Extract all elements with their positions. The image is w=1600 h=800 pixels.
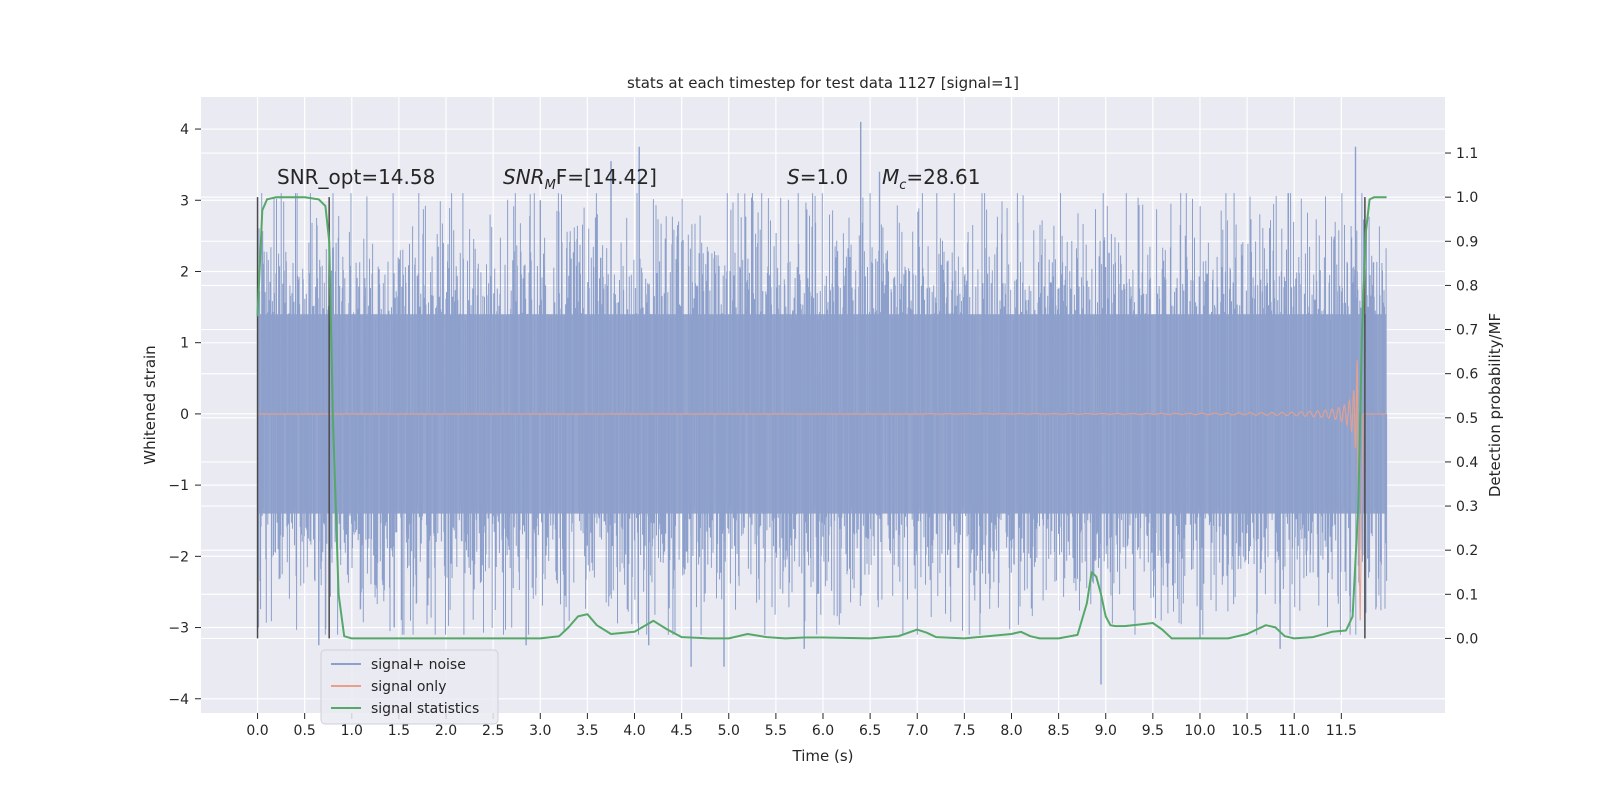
y2-tick-label: 0.8 bbox=[1456, 278, 1478, 294]
y-tick-label: 4 bbox=[180, 122, 189, 138]
x-axis-label: Time (s) bbox=[792, 747, 854, 765]
y2-tick-label: 0.3 bbox=[1456, 499, 1478, 515]
x-tick-label: 8.0 bbox=[1000, 723, 1022, 739]
y-tick-label: −4 bbox=[168, 692, 189, 708]
x-tick-label: 1.5 bbox=[388, 723, 410, 739]
x-tick-label: 4.5 bbox=[671, 723, 693, 739]
x-tick-label: 3.0 bbox=[529, 723, 551, 739]
legend-label: signal+ noise bbox=[371, 657, 466, 673]
y-tick-label: 2 bbox=[180, 264, 189, 280]
x-tick-label: 5.5 bbox=[765, 723, 787, 739]
signal-only-series bbox=[257, 360, 1387, 621]
x-tick-label: 10.5 bbox=[1232, 723, 1263, 739]
y-axis-right: 0.0 0.1 0.2 0.3 0.4 0.5 0.6 0.7 0.8 0.9 1.0 1.1 bbox=[1445, 146, 1478, 647]
legend: signal+ noise signal only signal statistic… bbox=[320, 649, 499, 725]
x-tick-label: 10.0 bbox=[1184, 723, 1215, 739]
x-tick-label: 0.0 bbox=[246, 723, 268, 739]
annotation-2: SNRMF=[14.42] bbox=[503, 165, 657, 193]
y2-axis-label: Detection probability/MF bbox=[1486, 313, 1504, 497]
y-tick-label: 1 bbox=[180, 336, 189, 352]
y2-tick-label: 1.1 bbox=[1456, 146, 1478, 162]
x-axis: 0.0 0.5 1.0 1.5 2.0 2.5 3.0 3.5 4.0 4.5 5.0 5.5 6.0 6… bbox=[246, 713, 1357, 739]
y-tick-label: −3 bbox=[168, 621, 189, 637]
x-tick-label: 2.5 bbox=[482, 723, 504, 739]
x-tick-label: 7.0 bbox=[906, 723, 928, 739]
annotation-1: SNR_opt=14.58 bbox=[277, 165, 435, 189]
y2-tick-label: 0.2 bbox=[1456, 543, 1478, 559]
x-tick-label: 0.5 bbox=[294, 723, 316, 739]
x-tick-label: 9.0 bbox=[1095, 723, 1117, 739]
y2-tick-label: 0.7 bbox=[1456, 323, 1478, 339]
y-tick-label: −1 bbox=[168, 478, 189, 494]
legend-label: signal only bbox=[371, 679, 446, 695]
x-tick-label: 6.0 bbox=[812, 723, 834, 739]
y2-tick-label: 0.5 bbox=[1456, 411, 1478, 427]
signal-only-trace bbox=[257, 360, 1387, 621]
x-tick-label: 2.0 bbox=[435, 723, 457, 739]
x-tick-label: 11.0 bbox=[1279, 723, 1310, 739]
x-tick-label: 5.0 bbox=[718, 723, 740, 739]
y2-tick-label: 0.9 bbox=[1456, 234, 1478, 250]
y-axis-label: Whitened strain bbox=[141, 345, 159, 464]
x-tick-label: 9.5 bbox=[1142, 723, 1164, 739]
chart-title: stats at each timestep for test data 112… bbox=[627, 74, 1019, 92]
y2-tick-label: 0.6 bbox=[1456, 367, 1478, 383]
y-axis-left: −4 −3 −2 −1 0 1 2 3 4 bbox=[168, 122, 201, 708]
x-tick-label: 11.5 bbox=[1326, 723, 1357, 739]
noise-peaks bbox=[318, 121, 1357, 685]
x-tick-label: 1.0 bbox=[341, 723, 363, 739]
annotation-3: S=1.0 bbox=[787, 165, 848, 189]
y2-tick-label: 0.0 bbox=[1456, 631, 1478, 647]
annotation-4: Mc=28.61 bbox=[882, 165, 980, 193]
legend-label: signal statistics bbox=[371, 701, 479, 717]
x-tick-label: 7.5 bbox=[953, 723, 975, 739]
y-tick-label: 3 bbox=[180, 193, 189, 209]
signal-statistics-series bbox=[256, 196, 1387, 640]
x-tick-label: 3.5 bbox=[576, 723, 598, 739]
x-tick-label: 4.0 bbox=[623, 723, 645, 739]
x-tick-label: 8.5 bbox=[1047, 723, 1069, 739]
signal-statistics-line bbox=[256, 196, 1387, 640]
y2-tick-label: 0.4 bbox=[1456, 455, 1478, 471]
y-tick-label: 0 bbox=[180, 407, 189, 423]
annotations: SNR_opt=14.58 SNRMF=[14.42] S=1.0 Mc=28.61 bbox=[277, 165, 980, 193]
x-tick-label: 6.5 bbox=[859, 723, 881, 739]
y2-tick-label: 0.1 bbox=[1456, 587, 1478, 603]
legend-box bbox=[320, 649, 499, 725]
y-tick-label: −2 bbox=[168, 549, 189, 565]
y2-tick-label: 1.0 bbox=[1456, 190, 1478, 206]
